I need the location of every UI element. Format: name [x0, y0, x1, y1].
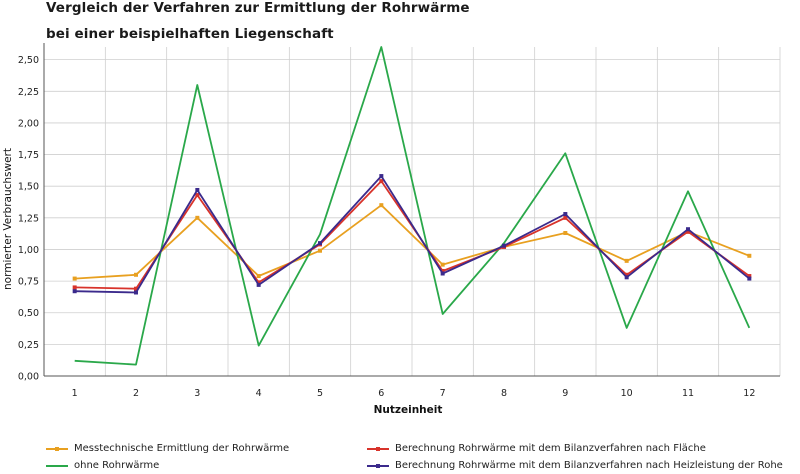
legend-swatch-without	[46, 462, 68, 470]
x-tick-label: 5	[317, 388, 323, 399]
data-point	[318, 241, 322, 246]
legend-item-area: Berechnung Rohrwärme mit dem Bilanzverfa…	[367, 443, 706, 454]
data-point	[134, 286, 138, 291]
data-point	[747, 276, 752, 281]
series-line-1	[74, 46, 751, 366]
y-tick-label: 0,75	[18, 277, 39, 288]
data-point	[624, 258, 629, 263]
y-tick-label: 1,00	[18, 245, 39, 256]
y-tick-label: 2,00	[18, 118, 39, 129]
y-tick-label: 1,75	[18, 150, 39, 161]
data-point	[256, 280, 261, 285]
legend-label-area: Berechnung Rohrwärme mit dem Bilanzverfa…	[395, 443, 706, 454]
data-point	[440, 262, 445, 267]
data-point	[747, 253, 752, 258]
data-point	[624, 275, 629, 280]
legend-swatch-area	[367, 445, 389, 453]
data-point	[624, 272, 629, 277]
y-tick-label: 0,50	[18, 308, 39, 319]
data-point	[256, 282, 261, 287]
legend-label-without: ohne Rohrwärme	[74, 460, 160, 471]
grid	[43, 47, 781, 376]
data-point	[440, 271, 445, 276]
x-tick-label: 11	[682, 388, 694, 399]
data-point	[379, 174, 384, 179]
data-point	[195, 215, 200, 220]
series-lines	[72, 46, 752, 366]
line-chart: 0,00 0,25 0,50 0,75 1,00 1,25 1,50 1,75 2,00 2,25…	[2, 43, 781, 416]
data-point	[563, 215, 568, 220]
y-tick-label: 1,50	[18, 182, 39, 193]
y-tick-label: 2,50	[18, 55, 39, 66]
x-tick-label: 1	[72, 388, 78, 399]
data-point	[379, 179, 384, 184]
chart-title-line-1: Vergleich der Verfahren zur Ermittlung d…	[46, 0, 470, 16]
y-tick-label: 0,00	[18, 372, 39, 383]
data-point	[195, 187, 200, 192]
y-tick-label: 1,25	[18, 213, 39, 224]
legend-item-measured: Messtechnische Ermittlung der Rohrwärme	[46, 443, 289, 454]
data-point	[195, 193, 200, 198]
data-point	[747, 274, 752, 279]
series-line-0	[74, 204, 750, 280]
data-point	[134, 290, 138, 295]
x-axis-label: Nutzeinheit	[374, 404, 443, 416]
y-axis-label: normierter Verbrauchswert	[2, 148, 14, 290]
data-point	[72, 289, 77, 294]
legend-item-without: ohne Rohrwärme	[46, 460, 159, 471]
data-point	[72, 285, 77, 290]
series-line-3	[74, 175, 750, 294]
data-point	[318, 248, 322, 253]
x-tick-label: 7	[440, 388, 446, 399]
x-tick-label: 9	[562, 388, 568, 399]
x-tick-label: 10	[621, 388, 633, 399]
chart-title-line-2: bei einer beispielhaften Liegenschaft	[46, 26, 334, 42]
x-tick-label: 6	[378, 388, 384, 399]
legend-label-heating: Berechnung Rohrwärme mit dem Bilanzverfa…	[395, 460, 783, 471]
y-tick-label: 0,25	[18, 340, 39, 351]
axes: 0,00 0,25 0,50 0,75 1,00 1,25 1,50 1,75 2,00 2,25…	[18, 43, 780, 399]
x-tick-label: 4	[256, 388, 262, 399]
legend-swatch-measured	[46, 445, 68, 453]
legend-item-heating: Berechnung Rohrwärme mit dem Bilanzverfa…	[367, 460, 783, 471]
legend-label-measured: Messtechnische Ermittlung der Rohrwärme	[74, 443, 290, 454]
data-point	[686, 227, 690, 232]
x-tick-label: 2	[133, 388, 139, 399]
data-point	[563, 231, 568, 236]
legend-swatch-heating	[367, 462, 389, 470]
data-point	[563, 212, 568, 217]
data-point	[502, 243, 506, 248]
x-tick-label: 12	[743, 388, 755, 399]
data-point	[134, 272, 138, 277]
x-tick-label: 8	[501, 388, 507, 399]
data-point	[379, 203, 384, 208]
data-point	[256, 274, 261, 279]
data-point	[72, 276, 77, 281]
y-tick-label: 2,25	[18, 87, 39, 98]
x-tick-label: 3	[194, 388, 200, 399]
data-point	[440, 268, 445, 273]
data-point	[686, 229, 690, 234]
